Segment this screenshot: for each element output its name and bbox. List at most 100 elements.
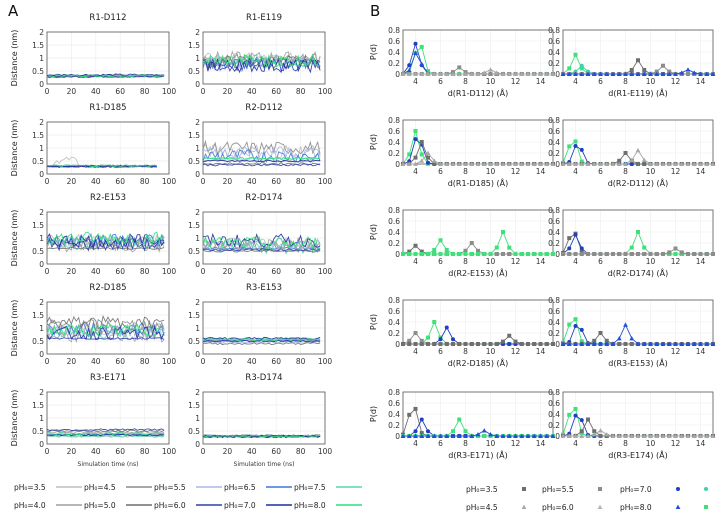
subplot-title: R3-E171 (90, 373, 126, 383)
data-point (579, 252, 584, 256)
y-tick-label: 0.6 (388, 307, 400, 316)
data-point (648, 341, 653, 346)
data-point (519, 71, 525, 76)
data-point (666, 433, 672, 438)
legend-marker (704, 487, 708, 491)
data-point (482, 251, 487, 256)
y-tick-label: 0.8 (548, 296, 560, 305)
x-tick-label: 12 (511, 439, 521, 448)
legend-marker (704, 505, 708, 509)
y-tick-label: 2 (195, 118, 200, 127)
data-point (500, 433, 506, 438)
data-point (686, 72, 690, 76)
data-point (438, 238, 443, 243)
data-point (604, 252, 609, 256)
data-point (704, 252, 709, 256)
legend-label: pH₀=4.0 (14, 501, 46, 510)
distance-series-line (202, 156, 321, 160)
data-point (579, 161, 585, 166)
distance-series-line (202, 163, 321, 167)
data-point (560, 341, 566, 346)
x-tick-label: 14 (696, 439, 706, 448)
data-point (469, 433, 475, 438)
data-point (616, 335, 622, 341)
data-point (673, 341, 678, 346)
data-point (567, 252, 572, 256)
data-point (623, 151, 628, 155)
x-tick-label: 20 (67, 87, 77, 96)
data-point (400, 433, 406, 438)
x-tick-label: 6 (438, 167, 443, 176)
data-point (506, 71, 512, 76)
y-tick-label: 1.5 (32, 131, 44, 140)
x-tick-label: 100 (162, 447, 177, 456)
data-point (456, 71, 462, 76)
distance-series-line (202, 238, 321, 254)
data-point (567, 322, 572, 327)
data-point (538, 71, 543, 76)
data-point (451, 252, 455, 256)
y-axis-label: P(d) (369, 134, 378, 150)
data-point (526, 341, 530, 346)
data-point (679, 250, 684, 255)
distance-series-line (46, 432, 165, 436)
x-tick-label: 40 (247, 267, 257, 276)
data-point (561, 252, 565, 256)
data-point (538, 252, 543, 256)
data-point (616, 71, 622, 76)
data-point (413, 129, 418, 133)
data-point (419, 431, 424, 436)
probability-series-line (403, 326, 553, 345)
y-tick-label: 0 (395, 70, 400, 79)
data-point (667, 69, 672, 74)
data-point (667, 250, 672, 255)
data-point (494, 245, 499, 250)
subplot-title: R2-D112 (245, 103, 282, 113)
data-point (579, 66, 584, 71)
x-tick-label: 40 (91, 177, 101, 186)
probability-series-line (562, 318, 713, 345)
y-tick-label: 2 (195, 28, 200, 37)
y-tick-label: 0.2 (548, 329, 560, 338)
data-point (406, 71, 412, 76)
data-point (482, 434, 487, 438)
distance-series-line (46, 323, 165, 338)
data-point (591, 161, 597, 166)
x-tick-label: 14 (696, 167, 706, 176)
x-tick-label: 12 (511, 257, 521, 266)
y-tick-label: 2 (39, 28, 44, 37)
data-point (591, 341, 597, 346)
distance-series-line (202, 53, 321, 69)
data-point (598, 341, 603, 346)
data-point (457, 252, 462, 256)
data-point (444, 252, 449, 256)
data-point (432, 247, 437, 252)
x-tick-label: 14 (536, 347, 546, 356)
data-point (691, 161, 697, 166)
data-point (648, 161, 653, 166)
x-tick-label: 6 (598, 439, 603, 448)
y-tick-label: 0.6 (548, 399, 560, 408)
x-tick-label: 10 (486, 347, 496, 356)
y-tick-label: 0 (555, 160, 560, 169)
data-point (419, 61, 425, 67)
y-tick-label: 1 (195, 54, 200, 63)
distance-series-line (202, 336, 321, 340)
data-point (451, 429, 455, 434)
y-tick-label: 0.4 (388, 318, 400, 327)
subplot-title: R2-D185 (89, 283, 126, 293)
data-point (704, 71, 710, 76)
data-point (573, 161, 578, 166)
probability-subplot: 0 0.2 0.4 0.6 0.8 4 6 8 10 12 14 d(R3-E153) (Å) (548, 296, 716, 368)
data-point (544, 342, 549, 346)
data-point (451, 337, 455, 342)
data-point (413, 252, 418, 256)
y-tick-label: 0 (39, 80, 44, 89)
data-point (579, 433, 585, 438)
data-point (438, 337, 443, 342)
x-tick-label: 80 (296, 177, 306, 186)
y-axis-label: P(d) (369, 314, 378, 330)
data-point (425, 71, 431, 76)
